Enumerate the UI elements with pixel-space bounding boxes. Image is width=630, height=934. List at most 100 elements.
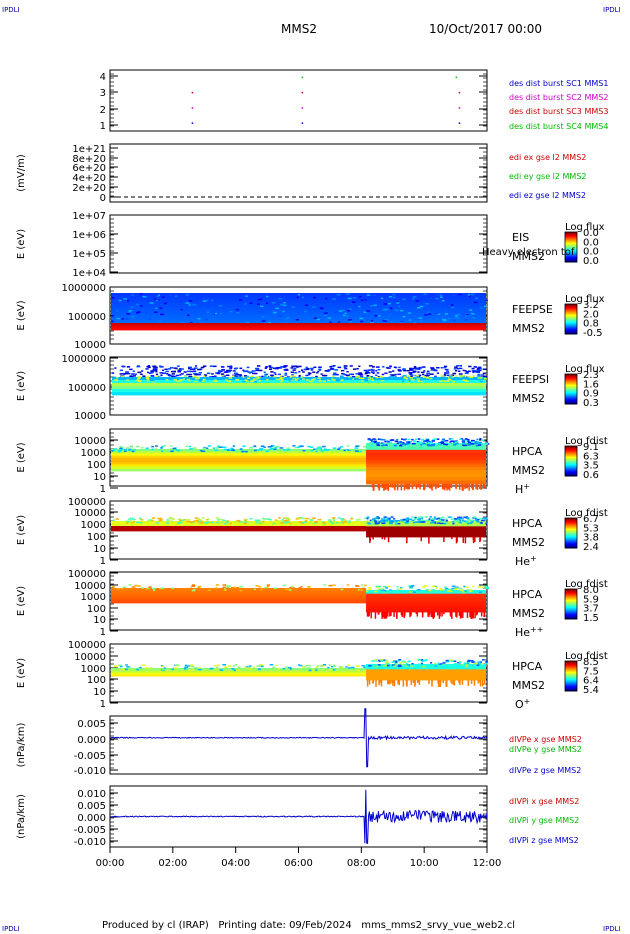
y-tick-label: 100 bbox=[87, 460, 106, 471]
spectrogram-cell bbox=[466, 441, 469, 443]
spectrogram-cell bbox=[394, 521, 398, 524]
spectrogram-cell bbox=[363, 445, 367, 448]
spectrogram-cell bbox=[198, 372, 203, 374]
scatter-point bbox=[458, 91, 461, 94]
spectrogram-cell bbox=[462, 379, 465, 381]
spectrogram-cell bbox=[464, 537, 467, 544]
spectrogram-cell bbox=[302, 378, 305, 380]
spectrogram-cell bbox=[422, 660, 425, 663]
spectrogram-cell bbox=[462, 591, 466, 593]
spectrogram-cell bbox=[431, 440, 436, 442]
spectrogram-cell bbox=[417, 680, 420, 683]
spectrogram-cell bbox=[209, 376, 213, 378]
spectrogram-cell bbox=[479, 367, 482, 370]
spectrogram-cell bbox=[389, 612, 391, 617]
spectrogram-cell bbox=[375, 374, 378, 376]
spectrogram-cell bbox=[445, 522, 449, 524]
spectrogram-cell bbox=[282, 310, 285, 313]
spectrogram-cell bbox=[366, 480, 486, 485]
spectrogram-cell bbox=[484, 443, 488, 445]
spectrogram-cell bbox=[422, 521, 426, 523]
spectrogram-cell bbox=[209, 668, 213, 670]
spectrogram-cell bbox=[244, 519, 247, 521]
colorbar-cell bbox=[565, 257, 577, 259]
colorbar-cell bbox=[565, 666, 577, 668]
spectrogram-cell bbox=[277, 667, 280, 670]
spectrogram-cell bbox=[251, 587, 256, 590]
spectrogram-cell bbox=[214, 379, 217, 381]
spectrogram-cell bbox=[367, 376, 371, 378]
spectrogram-cell bbox=[223, 588, 227, 590]
spectrogram-cell bbox=[467, 660, 471, 663]
spectrogram-cell bbox=[375, 586, 378, 589]
spectrogram-cell bbox=[356, 665, 361, 667]
spectrogram-cell bbox=[161, 296, 165, 299]
spectrogram-cell bbox=[125, 522, 129, 524]
spectrogram-cell bbox=[455, 612, 457, 617]
spectrogram-cell bbox=[346, 445, 349, 447]
spectrogram-cell bbox=[383, 303, 388, 305]
spectrogram-cell bbox=[333, 669, 336, 671]
spectrogram-cell bbox=[397, 680, 399, 685]
spectrogram-cell bbox=[418, 317, 422, 319]
spectrogram-cell bbox=[152, 365, 155, 368]
spectrogram-cell bbox=[191, 665, 195, 668]
spectrogram-cell bbox=[250, 375, 254, 378]
spectrogram-cell bbox=[357, 375, 360, 378]
spectrogram-cell bbox=[485, 662, 489, 665]
spectrogram-cell bbox=[389, 521, 392, 524]
spectrogram-cell bbox=[428, 313, 432, 315]
spectrogram-cell bbox=[111, 449, 114, 451]
spectrogram-cell bbox=[239, 450, 243, 452]
spectrogram-cell bbox=[224, 589, 227, 591]
spectrogram-cell bbox=[169, 448, 172, 451]
spectrogram-cell bbox=[453, 660, 457, 662]
spectrogram-cell bbox=[370, 368, 374, 371]
spectrogram-cell bbox=[254, 519, 259, 522]
spectrogram-cell bbox=[113, 665, 118, 667]
spectrogram-cell bbox=[462, 369, 465, 372]
spectrogram-cell bbox=[137, 380, 140, 382]
spectrogram-cell bbox=[397, 305, 401, 308]
spectrogram-cell bbox=[319, 307, 324, 309]
spectrogram-cell bbox=[455, 366, 458, 368]
spectrogram-cell bbox=[316, 318, 321, 321]
spectrogram-cell bbox=[336, 522, 339, 524]
spectrogram-cell bbox=[155, 307, 158, 310]
spectrogram-cell bbox=[310, 367, 314, 370]
spectrogram-cell bbox=[445, 372, 450, 374]
colorbar-cell bbox=[565, 605, 577, 607]
spectrogram-cell bbox=[409, 612, 411, 618]
spectrogram-cell bbox=[214, 450, 217, 452]
spectrogram-cell bbox=[111, 453, 367, 456]
spectrogram-cell bbox=[199, 380, 203, 382]
spectrogram-cell bbox=[417, 380, 421, 382]
spectrogram-cell bbox=[381, 664, 384, 666]
spectrogram-cell bbox=[111, 598, 367, 601]
colorbar-cell bbox=[565, 308, 577, 310]
spectrogram-cell bbox=[149, 302, 154, 304]
spectrogram-cell bbox=[445, 518, 448, 520]
spectrogram-cell bbox=[197, 668, 202, 671]
spectrogram-cell bbox=[366, 677, 486, 680]
spectrogram-cell bbox=[252, 372, 256, 375]
spectrogram-cell bbox=[184, 664, 188, 667]
spectrogram-cell bbox=[461, 663, 464, 666]
spectrogram-cell bbox=[266, 518, 269, 520]
spectrogram-cell bbox=[244, 379, 248, 382]
spectrogram-cell bbox=[381, 612, 383, 619]
spectrogram-cell bbox=[392, 370, 395, 372]
spectrogram-cell bbox=[389, 441, 393, 444]
spectrogram-cell bbox=[421, 366, 426, 368]
spectrogram-cell bbox=[483, 612, 485, 615]
spectrogram-cell bbox=[261, 664, 264, 667]
spectrogram-cell bbox=[370, 439, 373, 441]
spectrogram-cell bbox=[412, 370, 417, 373]
spectrogram-cell bbox=[191, 589, 195, 592]
spectrogram-cell bbox=[116, 317, 121, 320]
spectrogram-cell bbox=[472, 375, 475, 377]
spectrogram-cell bbox=[471, 612, 473, 619]
spectrogram-cell bbox=[421, 612, 424, 618]
spectrogram-cell bbox=[202, 297, 206, 300]
